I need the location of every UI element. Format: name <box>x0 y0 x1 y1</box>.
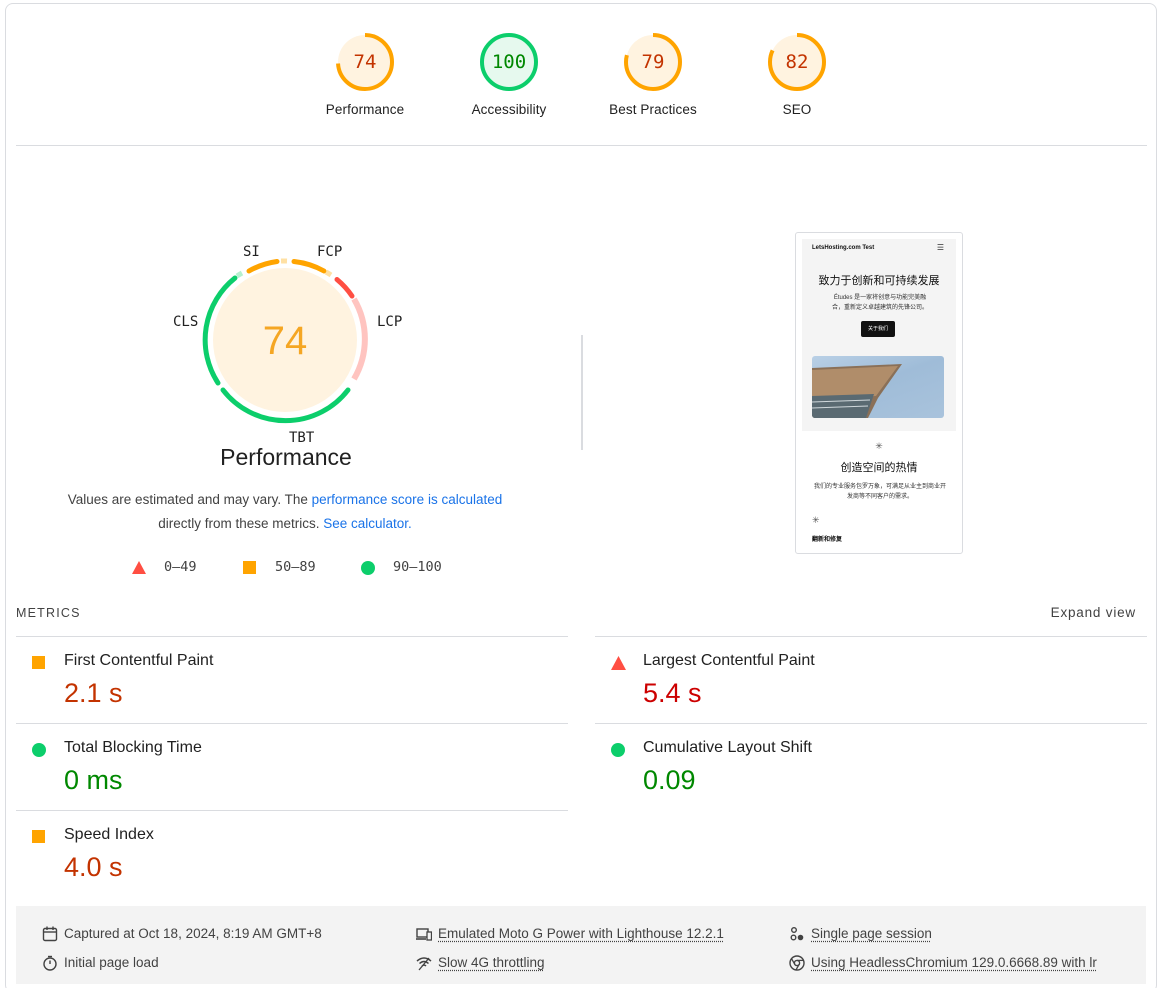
lcp-arc <box>334 277 355 299</box>
gauge-label-si: SI <box>243 244 260 260</box>
metric-tbt: Total Blocking Time 0 ms <box>16 723 568 810</box>
site-brand: LetsHosting.com Test <box>812 245 875 251</box>
gauge-accessibility[interactable]: 100 Accessibility <box>449 32 569 117</box>
wifi-icon <box>416 957 432 971</box>
session-icon <box>790 927 804 941</box>
circle-icon <box>361 561 375 575</box>
lcp-remaining-arc <box>351 297 368 381</box>
runtime-settings: Captured at Oct 18, 2024, 8:19 AM GMT+8 … <box>16 906 1146 984</box>
gauge-performance[interactable]: 74 Performance <box>305 32 425 117</box>
metric-fcp: First Contentful Paint 2.1 s <box>16 636 568 723</box>
hero-button: 关于我们 <box>861 321 895 337</box>
legend-average-label: 50–89 <box>275 559 316 575</box>
si-arc <box>246 259 280 274</box>
metric-value: 4.0 s <box>64 852 123 882</box>
gauge-seo-label: SEO <box>782 102 812 117</box>
description-text: Values are estimated and may vary. The <box>67 492 312 507</box>
device-emulation-text[interactable]: Emulated Moto G Power with Lighthouse 12… <box>438 926 724 941</box>
performance-gauge-chart: 74 <box>202 258 368 424</box>
session-type-text[interactable]: Single page session <box>811 926 932 941</box>
gauge-label-cls: CLS <box>173 314 199 330</box>
metrics-header: METRICS <box>16 606 81 620</box>
browser-version-text[interactable]: Using HeadlessChromium 129.0.6668.89 wit… <box>811 955 1097 970</box>
square-icon <box>243 561 256 574</box>
metric-value: 5.4 s <box>643 678 702 708</box>
gauge-seo-ring: 82 <box>768 33 826 91</box>
circle-icon <box>611 743 625 757</box>
circle-icon <box>32 743 46 757</box>
devices-icon <box>416 928 432 941</box>
gauge-seo[interactable]: 82 SEO <box>737 32 857 117</box>
initial-page-load-text: Initial page load <box>64 955 159 970</box>
fcp-arc <box>291 259 327 274</box>
gauge-accessibility-ring: 100 <box>480 33 538 91</box>
tbt-arc <box>220 387 351 424</box>
captured-at-text: Captured at Oct 18, 2024, 8:19 AM GMT+8 <box>64 926 322 941</box>
vertical-divider <box>581 335 583 450</box>
triangle-icon <box>611 656 626 670</box>
performance-gauge: 74 SI FCP LCP CLS TBT <box>161 240 411 480</box>
metric-value: 2.1 s <box>64 678 123 708</box>
metric-name: Cumulative Layout Shift <box>643 739 812 756</box>
performance-title: Performance <box>220 444 352 470</box>
final-screenshot[interactable]: LetsHosting.com Test ☰ 致力于创新和可持续发展 Étude… <box>795 232 963 554</box>
star-icon-2: ✳ <box>812 515 820 525</box>
metric-si: Speed Index 4.0 s <box>16 810 568 897</box>
cls-arc <box>202 275 238 386</box>
hamburger-icon: ☰ <box>936 243 944 252</box>
metric-name: Speed Index <box>64 826 154 843</box>
description-text-2: directly from these metrics. <box>158 516 324 531</box>
calendar-icon <box>42 926 58 942</box>
network-throttling-text[interactable]: Slow 4G throttling <box>438 955 545 970</box>
expand-view-toggle[interactable]: Expand view <box>1050 605 1136 620</box>
triangle-icon <box>132 561 146 574</box>
metric-cls: Cumulative Layout Shift 0.09 <box>595 723 1147 810</box>
gauge-performance-label: Performance <box>325 102 405 117</box>
score-legend: 0–49 50–89 90–100 <box>132 559 452 575</box>
hero-heading: 致力于创新和可持续发展 <box>818 275 940 287</box>
performance-gauge-score: 74 <box>263 319 308 363</box>
section-paragraph: 我们的专业服务包罗万象，可满足从业主到商业开发商等不同客户的需求。 <box>813 484 946 500</box>
section-heading-3: 翻新和修复 <box>812 537 843 543</box>
divider <box>16 145 1147 146</box>
metric-name: First Contentful Paint <box>64 652 214 669</box>
svg-text:100: 100 <box>492 51 526 73</box>
chrome-icon <box>789 955 805 971</box>
gauge-label-fcp: FCP <box>317 244 343 260</box>
gauge-accessibility-label: Accessibility <box>471 102 547 117</box>
report-card: 74 Performance 100 Accessibility 79 Best… <box>5 3 1157 988</box>
svg-text:79: 79 <box>642 51 665 73</box>
fcp-remaining-arc <box>324 269 333 278</box>
building-image <box>812 356 944 418</box>
gauge-best-practices[interactable]: 79 Best Practices <box>593 32 713 117</box>
cls-remaining-arc <box>235 270 244 279</box>
metric-value: 0.09 <box>643 765 696 795</box>
performance-description: Values are estimated and may vary. The p… <box>36 488 534 536</box>
metric-name: Total Blocking Time <box>64 739 202 756</box>
metric-value: 0 ms <box>64 765 123 795</box>
star-icon: ✳ <box>875 441 883 451</box>
gauge-label-lcp: LCP <box>377 314 403 330</box>
score-calculation-link[interactable]: performance score is calculated <box>311 492 503 507</box>
gauge-label-tbt: TBT <box>289 430 315 446</box>
gauge-best-practices-ring: 79 <box>624 33 682 91</box>
svg-text:74: 74 <box>354 51 377 73</box>
svg-text:82: 82 <box>786 51 809 73</box>
see-calculator-link[interactable]: See calculator. <box>323 516 412 531</box>
legend-fail-label: 0–49 <box>164 559 197 575</box>
metric-name: Largest Contentful Paint <box>643 652 815 669</box>
section-heading: 创造空间的热情 <box>840 462 918 474</box>
score-gauges: 74 Performance 100 Accessibility 79 Best… <box>6 4 1156 147</box>
gauge-best-practices-label: Best Practices <box>609 102 697 117</box>
timer-icon <box>43 955 57 971</box>
legend-pass-label: 90–100 <box>393 559 442 575</box>
square-icon <box>32 830 45 843</box>
metric-lcp: Largest Contentful Paint 5.4 s <box>595 636 1147 723</box>
hero-paragraph: Études 是一家将创意与功能完美融合，重新定义卓越建筑的先锋公司。 <box>831 295 928 311</box>
gauge-performance-ring: 74 <box>336 33 394 91</box>
performance-gauge-fill <box>213 268 357 412</box>
square-icon <box>32 656 45 669</box>
